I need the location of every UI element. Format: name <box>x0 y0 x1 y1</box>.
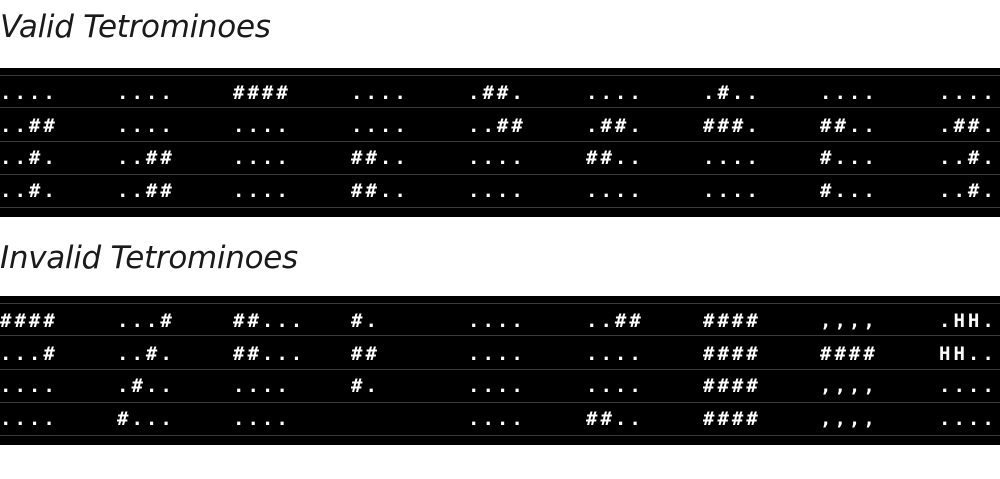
divider <box>0 435 1000 436</box>
valid-tetromino-cell: .... <box>703 147 761 169</box>
invalid-tetromino-cell: .... <box>233 375 291 397</box>
valid-tetromino-cell: .#.. <box>703 82 761 104</box>
invalid-tetromino-cell: ## <box>351 342 380 365</box>
invalid-tetromino-cell: ,,,, <box>820 310 878 332</box>
valid-tetromino-cell: #### <box>233 82 291 104</box>
invalid-grid-row-3: .... .#.. .... #. .... .... #### ,,,, ..… <box>0 369 1000 402</box>
invalid-tetromino-cell: .... <box>0 407 58 430</box>
divider <box>0 335 1000 336</box>
invalid-tetromino-cell: ...# <box>117 310 175 332</box>
invalid-section-title: Invalid Tetrominoes <box>0 240 298 276</box>
valid-tetromino-cell: .##. <box>939 114 997 137</box>
divider <box>0 303 1000 304</box>
invalid-tetromino-cell: .... <box>939 407 997 430</box>
valid-tetromino-cell: #... <box>820 147 878 169</box>
divider <box>0 369 1000 370</box>
invalid-tetromino-cell: #. <box>351 310 380 332</box>
divider <box>0 107 1000 108</box>
valid-tetromino-cell: .... <box>351 114 409 137</box>
invalid-tetromino-cell: .... <box>586 375 644 397</box>
valid-tetromino-cell: .... <box>233 147 291 169</box>
invalid-grid-row-1: #### ...# ##... #. .... ..## #### ,,,, .… <box>0 304 1000 337</box>
valid-tetromino-cell: .##. <box>586 114 644 137</box>
valid-tetromino-cell: ..#. <box>939 179 997 202</box>
valid-tetromino-cell: .... <box>0 82 58 104</box>
invalid-tetromino-cell: HH.. <box>939 342 997 365</box>
valid-tetromino-cell: .... <box>351 82 409 104</box>
valid-tetromino-cell: .... <box>117 114 175 137</box>
invalid-grid-row-2: ...# ..#. ##... ## .... .... #### #### H… <box>0 337 1000 370</box>
valid-tetromino-cell: ..#. <box>0 147 58 169</box>
valid-tetromino-cell: .##. <box>468 82 526 104</box>
invalid-tetromino-cell: .... <box>233 407 291 430</box>
invalid-tetromino-cell: #. <box>351 375 380 397</box>
invalid-tetromino-cell: #### <box>703 407 761 430</box>
valid-grid-row-1: .... .... #### .... .##. .... .#.. .... … <box>0 76 1000 109</box>
invalid-tetromino-cell: ,,,, <box>820 375 878 397</box>
invalid-tetromino-cell: ..## <box>586 310 644 332</box>
invalid-tetromino-cell: #### <box>0 310 58 332</box>
invalid-tetromino-cell: ..#. <box>117 342 175 365</box>
invalid-tetromino-cell: .... <box>0 375 58 397</box>
invalid-tetromino-cell: ...# <box>0 342 58 365</box>
valid-tetromino-cell: ..## <box>468 114 526 137</box>
valid-tetromino-cell: .... <box>468 147 526 169</box>
invalid-tetromino-cell: ,,,, <box>820 407 878 430</box>
valid-grid-row-3: ..#. ..## .... ##.. .... ##.. .... #... … <box>0 141 1000 174</box>
divider <box>0 207 1000 208</box>
valid-tetromino-cell: ..## <box>117 147 175 169</box>
invalid-tetromino-cell: #### <box>703 310 761 332</box>
valid-section-title: Valid Tetrominoes <box>0 9 271 45</box>
invalid-tetrominoes-panel: #### ...# ##... #. .... ..## #### ,,,, .… <box>0 296 1000 445</box>
valid-grid-row-2: ..## .... .... .... ..## .##. ###. ##.. … <box>0 109 1000 142</box>
valid-tetromino-cell: ..## <box>0 114 58 137</box>
invalid-tetromino-cell: ##... <box>233 310 306 332</box>
divider <box>0 174 1000 175</box>
valid-tetromino-cell: ##.. <box>586 147 644 169</box>
invalid-tetromino-cell: .... <box>468 310 526 332</box>
divider <box>0 402 1000 403</box>
invalid-tetromino-cell: #### <box>703 342 761 365</box>
invalid-tetromino-cell: .HH. <box>939 310 997 332</box>
invalid-tetromino-cell: .... <box>939 375 997 397</box>
valid-tetromino-cell: ##.. <box>351 179 409 202</box>
valid-tetromino-cell: .... <box>117 82 175 104</box>
invalid-tetromino-cell: .... <box>468 407 526 430</box>
valid-tetromino-cell: .... <box>586 179 644 202</box>
valid-tetromino-cell: ###. <box>703 114 761 137</box>
invalid-tetromino-cell: #... <box>117 407 175 430</box>
valid-tetromino-cell: .... <box>939 82 997 104</box>
valid-tetromino-cell: .... <box>820 82 878 104</box>
invalid-tetromino-cell: .#.. <box>117 375 175 397</box>
divider <box>0 75 1000 76</box>
divider <box>0 141 1000 142</box>
valid-tetromino-cell: .... <box>468 179 526 202</box>
valid-tetromino-cell: ..#. <box>0 179 58 202</box>
invalid-tetromino-cell: #### <box>820 342 878 365</box>
invalid-grid-row-4: .... #... .... .... ##.. #### ,,,, .... <box>0 402 1000 435</box>
invalid-tetromino-cell: ##.. <box>586 407 644 430</box>
valid-tetromino-cell: .... <box>233 114 291 137</box>
valid-tetrominoes-panel: .... .... #### .... .##. .... .#.. .... … <box>0 68 1000 217</box>
valid-tetromino-cell: .... <box>233 179 291 202</box>
valid-grid-row-4: ..#. ..## .... ##.. .... .... .... #... … <box>0 174 1000 207</box>
invalid-tetromino-cell: #### <box>703 375 761 397</box>
valid-tetromino-cell: ##.. <box>820 114 878 137</box>
invalid-tetromino-cell: .... <box>586 342 644 365</box>
valid-tetromino-cell: ##.. <box>351 147 409 169</box>
valid-tetromino-cell: .... <box>586 82 644 104</box>
invalid-tetromino-cell: .... <box>468 375 526 397</box>
valid-tetromino-cell: ..## <box>117 179 175 202</box>
invalid-tetromino-cell: ##... <box>233 342 306 365</box>
invalid-tetromino-cell: .... <box>468 342 526 365</box>
valid-tetromino-cell: .... <box>703 179 761 202</box>
valid-tetromino-cell: ..#. <box>939 147 997 169</box>
valid-tetromino-cell: #... <box>820 179 878 202</box>
